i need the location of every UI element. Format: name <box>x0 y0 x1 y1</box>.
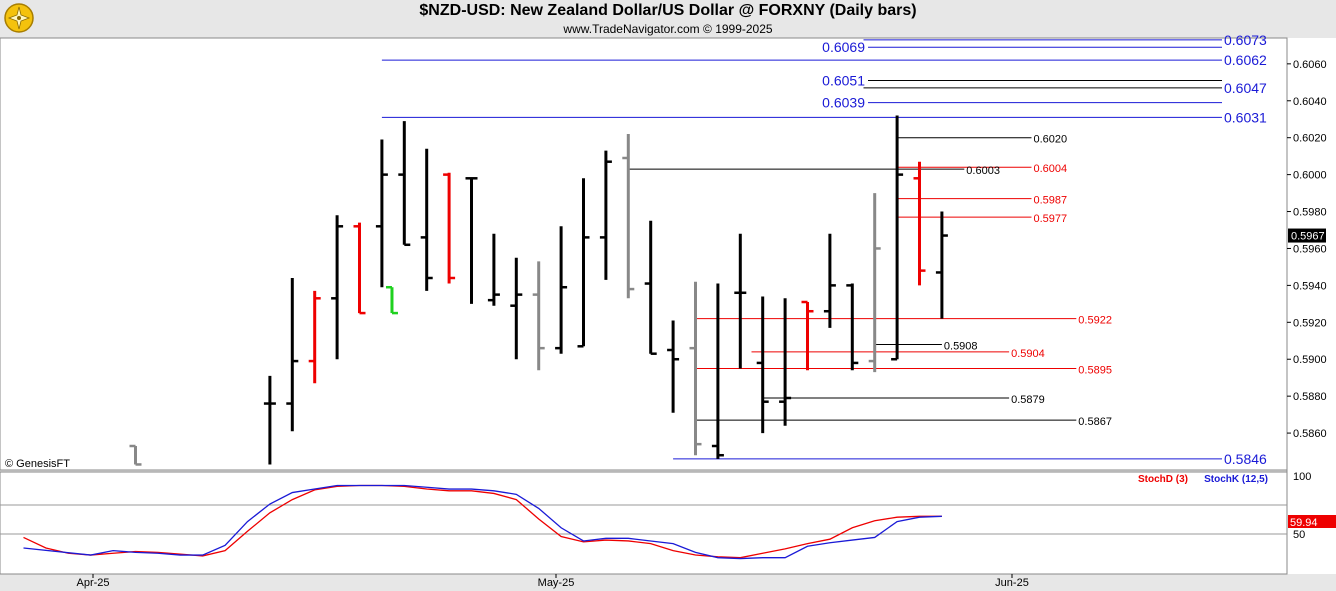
ohlc-bar <box>487 233 500 306</box>
price-tick-label: 0.5920 <box>1293 317 1327 329</box>
level-label-0.5867: 0.5867 <box>1078 416 1112 428</box>
ohlc-bar <box>734 233 747 369</box>
price-tick-label: 0.5960 <box>1293 243 1327 255</box>
ohlc-bar <box>667 320 680 413</box>
level-label-0.6031: 0.6031 <box>1224 109 1267 125</box>
level-label-0.6073: 0.6073 <box>1224 32 1267 48</box>
ohlc-bar <box>331 215 344 360</box>
copyright-label: © GenesisFT <box>5 458 70 470</box>
ohlc-bar <box>891 115 904 361</box>
date-tick-label: May-25 <box>538 577 575 589</box>
price-tick-label: 0.5900 <box>1293 354 1327 366</box>
ohlc-bar <box>823 233 836 328</box>
stoch-tick-label: 100 <box>1293 471 1311 483</box>
ohlc-bar <box>353 222 366 315</box>
ohlc-bar <box>375 139 388 288</box>
level-label-0.6047: 0.6047 <box>1224 80 1267 96</box>
ohlc-bar <box>398 121 411 247</box>
ohlc-bar <box>779 298 792 426</box>
level-label-0.5922: 0.5922 <box>1078 315 1112 327</box>
ohlc-bar <box>801 300 814 371</box>
level-label-0.5977: 0.5977 <box>1034 213 1068 225</box>
date-tick-label: Apr-25 <box>76 577 109 589</box>
level-label-0.6003: 0.6003 <box>966 165 1000 177</box>
chart-subtitle: www.TradeNavigator.com © 1999-2025 <box>563 22 773 36</box>
ohlc-bar <box>756 296 769 434</box>
level-label-0.5908: 0.5908 <box>944 340 978 352</box>
trade-navigator-logo-icon <box>4 3 34 33</box>
stoch-tick-label: 50 <box>1293 529 1305 541</box>
ohlc-bar <box>913 161 926 286</box>
level-label-0.5987: 0.5987 <box>1034 195 1068 207</box>
level-label-0.5904: 0.5904 <box>1011 348 1045 360</box>
ohlc-bar <box>385 285 398 315</box>
ohlc-bar <box>868 193 881 373</box>
level-label-0.6039: 0.6039 <box>822 95 865 111</box>
level-label-0.6051: 0.6051 <box>822 72 865 88</box>
ohlc-bar <box>555 226 568 354</box>
ohlc-bar <box>129 444 142 466</box>
ohlc-bar <box>465 177 478 304</box>
ohlc-bar <box>286 278 299 432</box>
last-price-box <box>1288 228 1326 243</box>
ohlc-bar <box>599 150 612 280</box>
price-tick-label: 0.6000 <box>1293 170 1327 182</box>
price-panel <box>0 37 1288 471</box>
ohlc-bar <box>644 220 657 355</box>
date-tick-label: Jun-25 <box>995 577 1029 589</box>
price-tick-label: 0.5940 <box>1293 280 1327 292</box>
price-tick-label: 0.6040 <box>1293 96 1327 108</box>
stoch-last-value-box <box>1288 515 1336 528</box>
chart-title: $NZD-USD: New Zealand Dollar/US Dollar @… <box>419 2 917 19</box>
ohlc-bar <box>689 281 702 456</box>
ohlc-bar <box>532 261 545 371</box>
stochastic-panel <box>0 471 1288 575</box>
last-price-label: 0.5967 <box>1291 231 1325 243</box>
stoch-last-value: 59.94 <box>1290 517 1318 529</box>
ohlc-bar <box>577 178 590 348</box>
ohlc-bar <box>935 211 948 319</box>
ohlc-bar <box>443 172 456 284</box>
ohlc-bar <box>846 283 859 371</box>
ohlc-bar <box>711 283 724 459</box>
price-axis-panel <box>1287 38 1336 574</box>
ohlc-bar <box>510 257 523 360</box>
price-tick-label: 0.6020 <box>1293 133 1327 145</box>
level-label-0.5895: 0.5895 <box>1078 364 1112 376</box>
level-label-0.6004: 0.6004 <box>1034 163 1068 175</box>
chart-header: $NZD-USD: New Zealand Dollar/US Dollar @… <box>0 0 1336 38</box>
ohlc-bar <box>622 134 635 299</box>
price-tick-label: 0.6060 <box>1293 59 1327 71</box>
level-label-0.6062: 0.6062 <box>1224 52 1267 68</box>
ohlc-bar <box>263 375 276 465</box>
ohlc-bar <box>308 290 321 384</box>
price-tick-label: 0.5880 <box>1293 391 1327 403</box>
price-tick-label: 0.5860 <box>1293 428 1327 440</box>
stoch-d-line <box>23 484 942 559</box>
stoch-k-line <box>23 484 942 560</box>
stoch-k-legend: StochK (12,5) <box>1204 474 1268 485</box>
level-label-0.6020: 0.6020 <box>1034 134 1068 146</box>
ohlc-bar <box>420 148 433 291</box>
price-tick-label: 0.5980 <box>1293 207 1327 219</box>
level-label-0.5879: 0.5879 <box>1011 394 1045 406</box>
stoch-d-legend: StochD (3) <box>1138 474 1188 485</box>
level-label-0.6069: 0.6069 <box>822 39 865 55</box>
level-label-0.5846: 0.5846 <box>1224 451 1267 467</box>
